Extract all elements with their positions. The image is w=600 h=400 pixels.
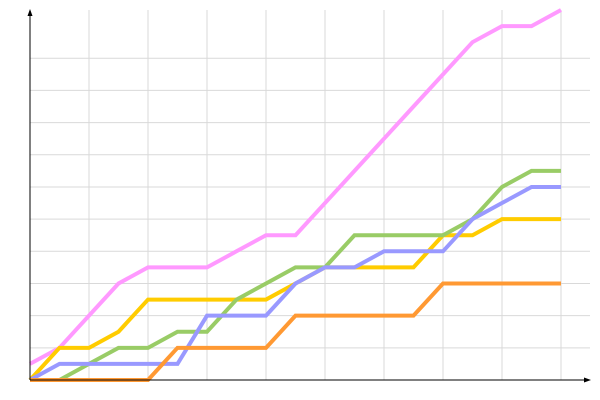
series-line-2 [28, 217, 561, 382]
grid [30, 10, 590, 380]
series-group [28, 8, 562, 382]
x-axis-arrow-icon [584, 377, 591, 383]
series-line-3 [30, 168, 561, 382]
axes [27, 9, 591, 383]
y-axis-arrow-icon [27, 9, 33, 16]
series-line-4 [29, 184, 561, 382]
series-line-1 [29, 8, 562, 366]
